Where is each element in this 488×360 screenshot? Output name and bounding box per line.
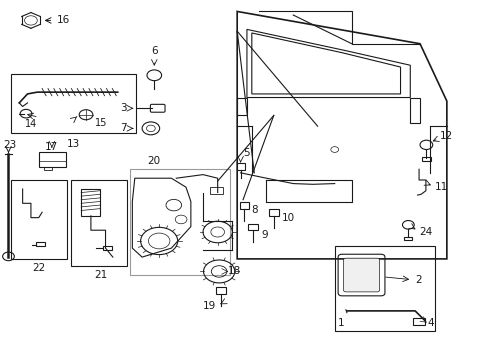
Bar [412,318,424,325]
Bar [103,246,112,250]
Bar [11,180,67,259]
Circle shape [419,140,432,149]
Text: 10: 10 [281,213,294,222]
Bar [130,169,229,275]
Text: 5: 5 [243,148,249,158]
Bar [421,157,430,161]
Bar [248,224,258,230]
Text: 13: 13 [67,139,81,149]
Text: 20: 20 [147,156,161,166]
Bar [11,74,136,134]
Text: 21: 21 [94,270,107,280]
Bar [404,237,411,240]
Text: 7: 7 [120,123,126,133]
Bar [210,187,222,194]
Text: 1: 1 [337,318,344,328]
Text: 19: 19 [203,301,216,311]
Bar [43,167,52,170]
Text: 17: 17 [45,142,59,152]
Bar [39,152,65,167]
Text: 4: 4 [427,319,433,328]
Bar [36,242,44,246]
Bar [239,202,249,209]
Bar [334,246,434,330]
Text: 8: 8 [251,206,258,216]
Text: 6: 6 [151,46,157,56]
Text: 23: 23 [3,140,17,149]
Text: 9: 9 [261,230,267,239]
Text: 11: 11 [434,182,447,192]
Text: 14: 14 [25,120,37,129]
Bar [268,210,278,216]
Bar [81,189,100,216]
FancyBboxPatch shape [343,258,379,292]
Text: 18: 18 [227,266,240,276]
Text: 24: 24 [418,227,431,237]
Text: 2: 2 [414,275,421,285]
Text: 22: 22 [32,263,45,273]
Bar [71,180,127,266]
Text: 3: 3 [120,103,126,113]
Text: 16: 16 [57,15,70,26]
Bar [236,163,245,170]
FancyBboxPatch shape [150,104,164,112]
Text: 12: 12 [439,131,452,141]
Circle shape [402,221,413,229]
Bar [216,287,225,294]
Text: 15: 15 [95,118,107,128]
